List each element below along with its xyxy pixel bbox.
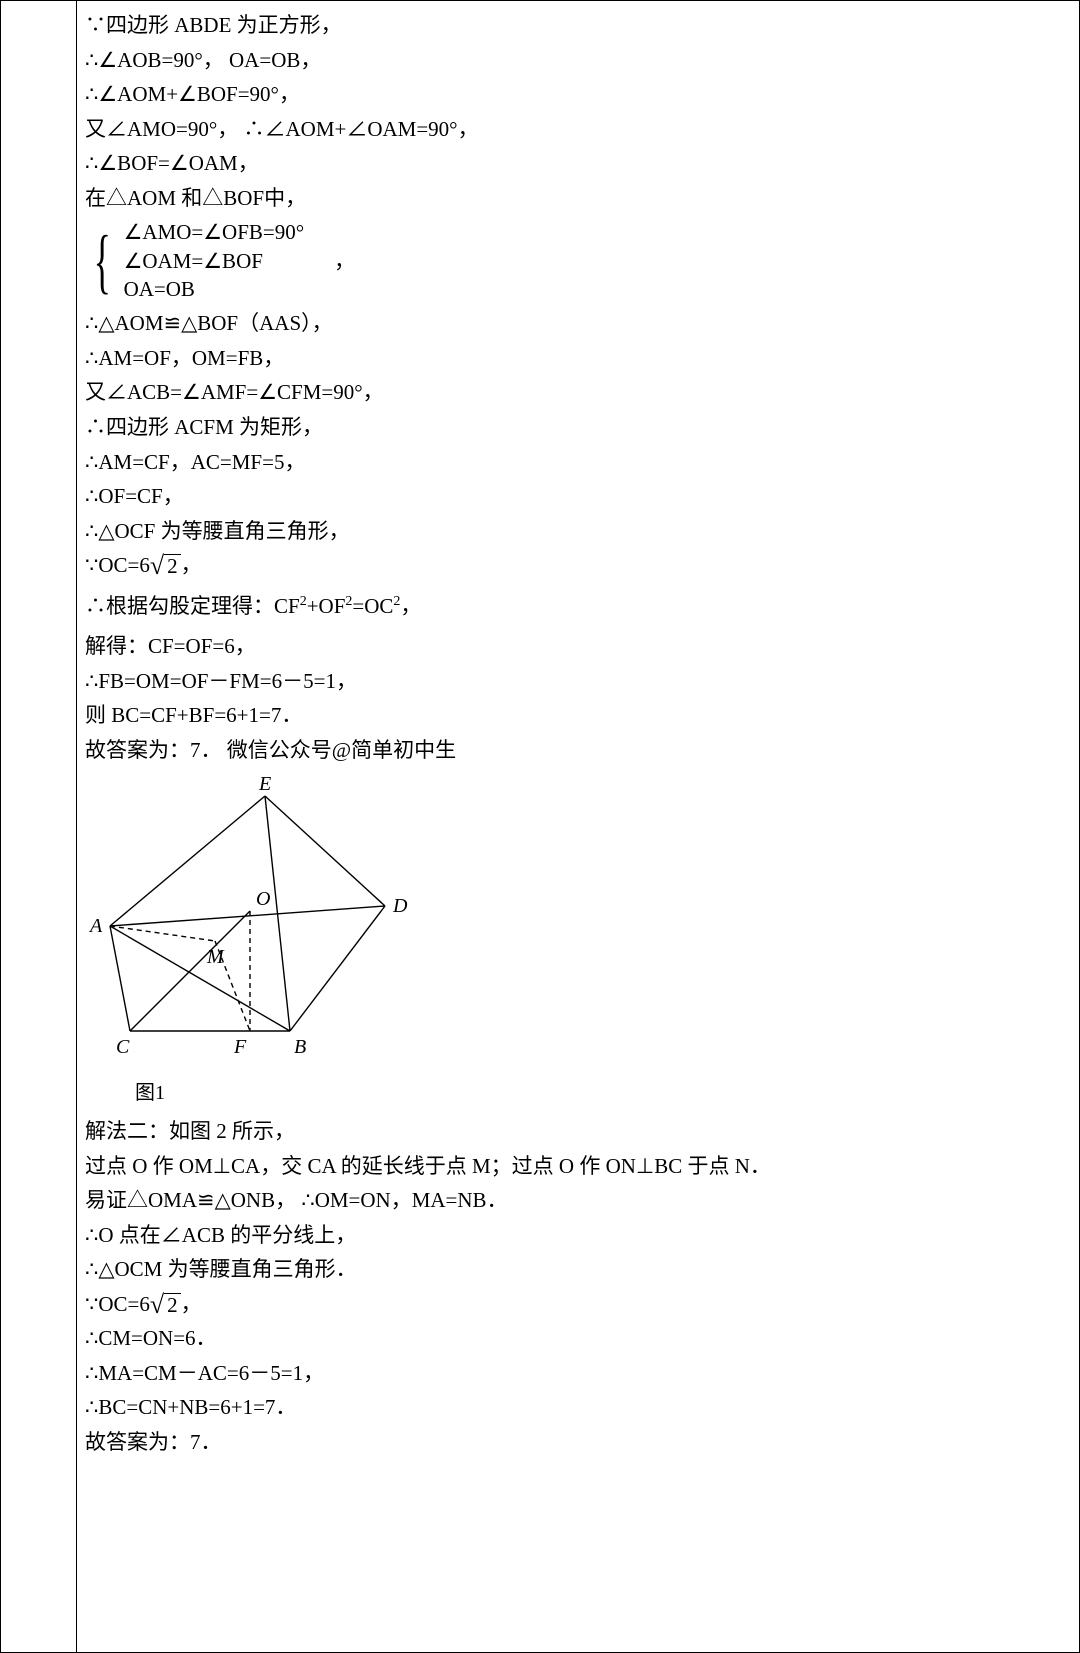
text-line: ∴根据勾股定理得：CF2+OF2=OC2， xyxy=(85,590,1067,623)
svg-text:A: A xyxy=(88,915,103,937)
text-line: ∴FB=OM=OF－FM=6－5=1， xyxy=(85,665,1067,698)
text-line: ∴四边形 ACFM 为矩形， xyxy=(85,411,1067,444)
text-fragment: ∴根据勾股定理得：CF xyxy=(85,594,300,618)
text-line: ∴MA=CM－AC=6－5=1， xyxy=(85,1357,1067,1390)
svg-text:M: M xyxy=(206,946,225,968)
text-line: ∴△AOM≌△BOF（AAS）， xyxy=(85,307,1067,340)
brace-line: ∠AMO=∠OFB=90° xyxy=(124,218,305,246)
svg-text:D: D xyxy=(392,895,408,917)
text-line: 则 BC=CF+BF=6+1=7． xyxy=(85,699,1067,732)
text-line: ∵OC=6√2， xyxy=(85,549,1067,582)
text-line: ∴△OCF 为等腰直角三角形， xyxy=(85,515,1067,548)
brace-comma: ， xyxy=(334,245,355,278)
svg-text:E: E xyxy=(258,776,271,795)
text-fragment: ， xyxy=(400,594,421,618)
text-line: ∴∠AOM+∠BOF=90°， xyxy=(85,78,1067,111)
geometry-diagram: E D A B C F O M xyxy=(85,776,425,1066)
page-frame: ∵四边形 ABDE 为正方形， ∴∠AOB=90°， OA=OB， ∴∠AOM+… xyxy=(0,0,1080,1653)
radical-icon: √ xyxy=(150,1295,164,1315)
brace-lines: ∠AMO=∠OFB=90° ∠OAM=∠BOF OA=OB xyxy=(124,218,305,303)
text-line: 解得：CF=OF=6， xyxy=(85,630,1067,663)
left-margin-column xyxy=(1,1,77,1652)
text-line: ∴AM=CF，AC=MF=5， xyxy=(85,446,1067,479)
sqrt-expression: √2 xyxy=(150,554,181,578)
svg-text:O: O xyxy=(256,888,270,910)
text-line: ∴∠AOB=90°， OA=OB， xyxy=(85,44,1067,77)
left-brace-icon: { xyxy=(94,225,111,297)
text-line: ∵OC=6√2， xyxy=(85,1288,1067,1321)
figure-caption: 图1 xyxy=(135,1078,1067,1109)
sqrt-radicand: 2 xyxy=(164,554,181,578)
brace-line: ∠OAM=∠BOF xyxy=(124,247,305,275)
equation-system: { ∠AMO=∠OFB=90° ∠OAM=∠BOF OA=OB ， xyxy=(85,218,1067,303)
text-fragment: ， xyxy=(181,1292,202,1316)
text-line: 故答案为：7． 微信公众号@简单初中生 xyxy=(85,734,1067,767)
text-line: ∴O 点在∠ACB 的平分线上， xyxy=(85,1219,1067,1252)
text-fragment: ∵OC=6 xyxy=(85,553,150,577)
text-line: ∴△OCM 为等腰直角三角形． xyxy=(85,1253,1067,1286)
solution-content: ∵四边形 ABDE 为正方形， ∴∠AOB=90°， OA=OB， ∴∠AOM+… xyxy=(77,1,1079,1652)
text-line: 解法二：如图 2 所示， xyxy=(85,1115,1067,1148)
text-line: ∴BC=CN+NB=6+1=7． xyxy=(85,1391,1067,1424)
text-line: ∴∠BOF=∠OAM， xyxy=(85,147,1067,180)
text-line: 故答案为：7． xyxy=(85,1426,1067,1459)
text-line: 过点 O 作 OM⊥CA，交 CA 的延长线于点 M；过点 O 作 ON⊥BC … xyxy=(85,1150,1067,1183)
text-line: ∴AM=OF，OM=FB， xyxy=(85,342,1067,375)
text-fragment: =OC xyxy=(352,594,393,618)
text-line: 又∠AMO=90°， ∴∠AOM+∠OAM=90°， xyxy=(85,113,1067,146)
text-line: 易证△OMA≌△ONB， ∴OM=ON，MA=NB． xyxy=(85,1184,1067,1217)
text-line: 又∠ACB=∠AMF=∠CFM=90°， xyxy=(85,376,1067,409)
brace-line: OA=OB xyxy=(124,275,305,303)
text-line: ∴CM=ON=6． xyxy=(85,1322,1067,1355)
svg-text:F: F xyxy=(233,1036,247,1058)
text-line: ∴OF=CF， xyxy=(85,480,1067,513)
text-fragment: ， xyxy=(181,553,202,577)
sqrt-expression: √2 xyxy=(150,1293,181,1317)
figure-1: E D A B C F O M 图1 xyxy=(85,776,1067,1109)
svg-text:C: C xyxy=(116,1036,130,1058)
svg-text:B: B xyxy=(294,1036,306,1058)
sqrt-radicand: 2 xyxy=(164,1293,181,1317)
radical-icon: √ xyxy=(150,556,164,576)
text-line: 在△AOM 和△BOF中， xyxy=(85,182,1067,215)
text-fragment: ∵OC=6 xyxy=(85,1292,150,1316)
superscript: 2 xyxy=(300,594,307,609)
text-fragment: +OF xyxy=(307,594,346,618)
text-line: ∵四边形 ABDE 为正方形， xyxy=(85,9,1067,42)
